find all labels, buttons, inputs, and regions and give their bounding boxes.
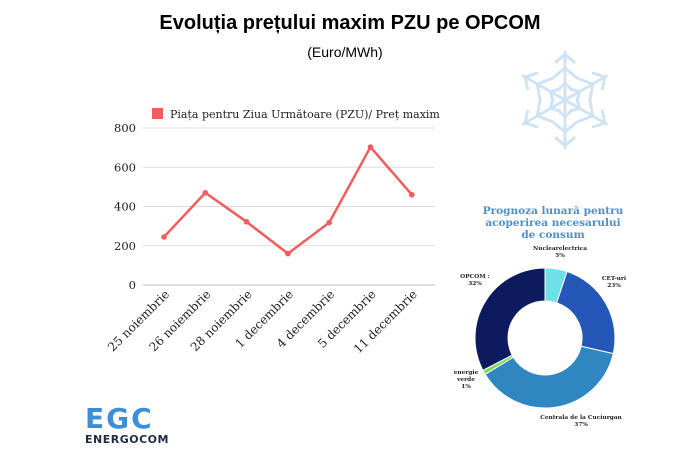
data-point	[202, 189, 209, 196]
logo-energocom: ENERGOCOM	[85, 433, 169, 446]
data-point	[285, 250, 291, 257]
data-point	[161, 234, 167, 240]
snowflake-arm	[521, 71, 567, 103]
data-point	[367, 144, 374, 150]
donut-slice	[474, 267, 546, 372]
data-point	[243, 219, 250, 225]
page-subtitle: (Euro/MWh)	[307, 44, 383, 60]
donut-label: OPCOM :32%	[460, 274, 490, 287]
y-tick-label: 400	[114, 200, 136, 214]
y-tick-label: 0	[129, 278, 136, 292]
donut-label: energie verde 1%	[454, 370, 479, 390]
energocom-logo: EGC ENERGOCOM	[85, 402, 169, 447]
data-point	[326, 219, 333, 226]
donut-title: Prognoza lunară pentru acoperirea necesa…	[482, 205, 624, 241]
donut-label: Centrala de la Cuciurgan 37%	[540, 415, 622, 428]
logo-egc: EGC	[85, 402, 154, 435]
snowflake-arm	[563, 97, 609, 129]
donut-slice	[484, 345, 614, 409]
donut-label: Nuclearelectrica 5%	[533, 246, 587, 259]
legend-swatch	[152, 108, 163, 119]
legend-label: Piața pentru Ziua Următoare (PZU)/ Preț …	[170, 108, 440, 121]
y-tick-label: 800	[114, 121, 136, 135]
series-points	[161, 144, 415, 257]
donut-label: CET-uri 23%	[602, 276, 627, 289]
page-title: Evoluția prețului maxim PZU pe OPCOM	[159, 12, 541, 34]
y-tick-label: 600	[114, 160, 136, 174]
y-axis-ticks: 0 200 400 600 800	[114, 121, 136, 292]
snowflake-arm	[551, 98, 579, 150]
y-tick-label: 200	[114, 239, 136, 253]
data-point	[409, 191, 415, 198]
